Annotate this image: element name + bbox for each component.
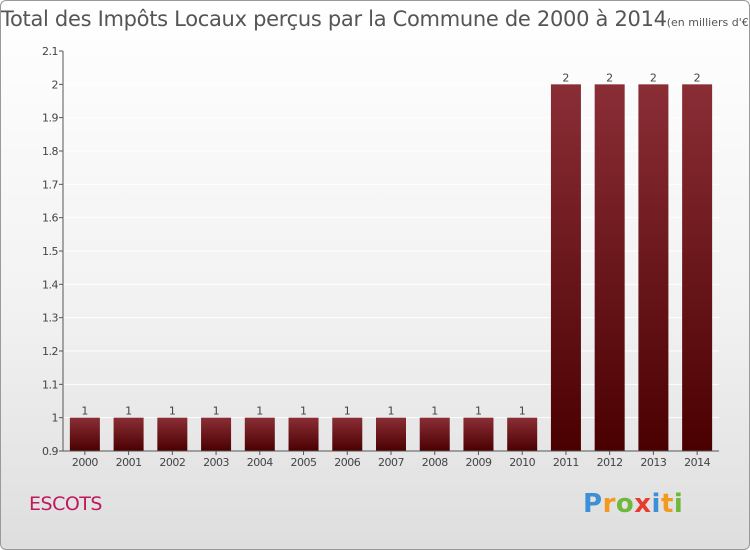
y-tick-label: 0.9 xyxy=(42,445,58,458)
x-tick-label: 2008 xyxy=(422,456,448,469)
data-label: 1 xyxy=(344,405,351,418)
data-label: 1 xyxy=(125,405,132,418)
logo-letter: i xyxy=(673,489,684,519)
x-tick-label: 2005 xyxy=(291,456,317,469)
x-tick-label: 2001 xyxy=(116,456,142,469)
logo-letter: i xyxy=(651,489,661,519)
chart-title: Total des Impôts Locaux perçus par la Co… xyxy=(1,7,749,31)
data-label: 2 xyxy=(694,71,701,84)
bar xyxy=(682,84,713,451)
bar xyxy=(332,417,363,451)
data-label: 1 xyxy=(519,405,526,418)
bar xyxy=(376,417,406,451)
logo-letter: t xyxy=(660,489,674,519)
y-tick-label: 1.2 xyxy=(42,345,58,358)
bar xyxy=(69,417,100,451)
bar xyxy=(507,417,538,451)
y-tick-label: 1.3 xyxy=(42,312,58,325)
y-tick-label: 1.9 xyxy=(42,112,58,125)
chart-title-unit: (en milliers d'€) xyxy=(666,16,750,29)
labels: 0.9 1 1.1 1.2 1.3 1.4 1.5 1.6 1.7 1.8 1.9 2 2.1 1 2000… xyxy=(42,45,711,469)
y-tick-label: 2 xyxy=(52,78,59,91)
y-tick-label: 2.1 xyxy=(42,45,58,58)
x-tick-label: 2006 xyxy=(334,456,360,469)
x-tick-label: 2013 xyxy=(640,456,666,469)
chart-title-main: Total des Impôts Locaux perçus par la Co… xyxy=(1,7,667,31)
logo-letter: x xyxy=(634,489,652,519)
y-tick-label: 1.6 xyxy=(42,212,58,225)
data-label: 1 xyxy=(475,405,482,418)
y-tick-label: 1.5 xyxy=(42,245,58,258)
x-tick-label: 2004 xyxy=(247,456,273,469)
bar xyxy=(638,84,669,451)
y-tick-label: 1.4 xyxy=(42,278,58,291)
x-tick-label: 2010 xyxy=(509,456,535,469)
logo-letter: P xyxy=(583,489,603,519)
y-tick-label: 1 xyxy=(52,412,59,425)
data-label: 2 xyxy=(650,71,657,84)
data-label: 1 xyxy=(169,405,176,418)
x-tick-label: 2014 xyxy=(684,456,710,469)
bar xyxy=(157,417,188,451)
x-tick-label: 2000 xyxy=(72,456,98,469)
commune-name: ESCOTS xyxy=(29,493,102,515)
logo-letter: r xyxy=(602,489,616,519)
data-label: 1 xyxy=(388,405,395,418)
data-label: 1 xyxy=(431,405,438,418)
bar xyxy=(288,417,319,451)
bar xyxy=(419,417,450,451)
y-tick-label: 1.8 xyxy=(42,145,58,158)
x-tick-label: 2007 xyxy=(378,456,404,469)
bar xyxy=(244,417,275,451)
data-label: 1 xyxy=(213,405,220,418)
bar xyxy=(594,84,625,451)
bar xyxy=(113,417,144,451)
data-label: 2 xyxy=(606,71,613,84)
x-tick-label: 2009 xyxy=(465,456,491,469)
proxiti-logo: Proxiti xyxy=(583,489,683,519)
x-tick-label: 2012 xyxy=(597,456,623,469)
bar xyxy=(550,84,581,451)
axes xyxy=(59,50,719,455)
logo-letter: o xyxy=(615,489,635,519)
x-tick-label: 2002 xyxy=(159,456,185,469)
data-label: 1 xyxy=(300,405,307,418)
data-label: 2 xyxy=(562,71,569,84)
y-tick-label: 1.1 xyxy=(42,378,58,391)
data-label: 1 xyxy=(256,405,263,418)
x-tick-label: 2011 xyxy=(553,456,579,469)
x-tick-label: 2003 xyxy=(203,456,229,469)
y-tick-label: 1.7 xyxy=(42,178,58,191)
bar xyxy=(463,417,494,451)
bar xyxy=(201,417,232,451)
bars xyxy=(69,84,713,451)
data-label: 1 xyxy=(81,405,88,418)
